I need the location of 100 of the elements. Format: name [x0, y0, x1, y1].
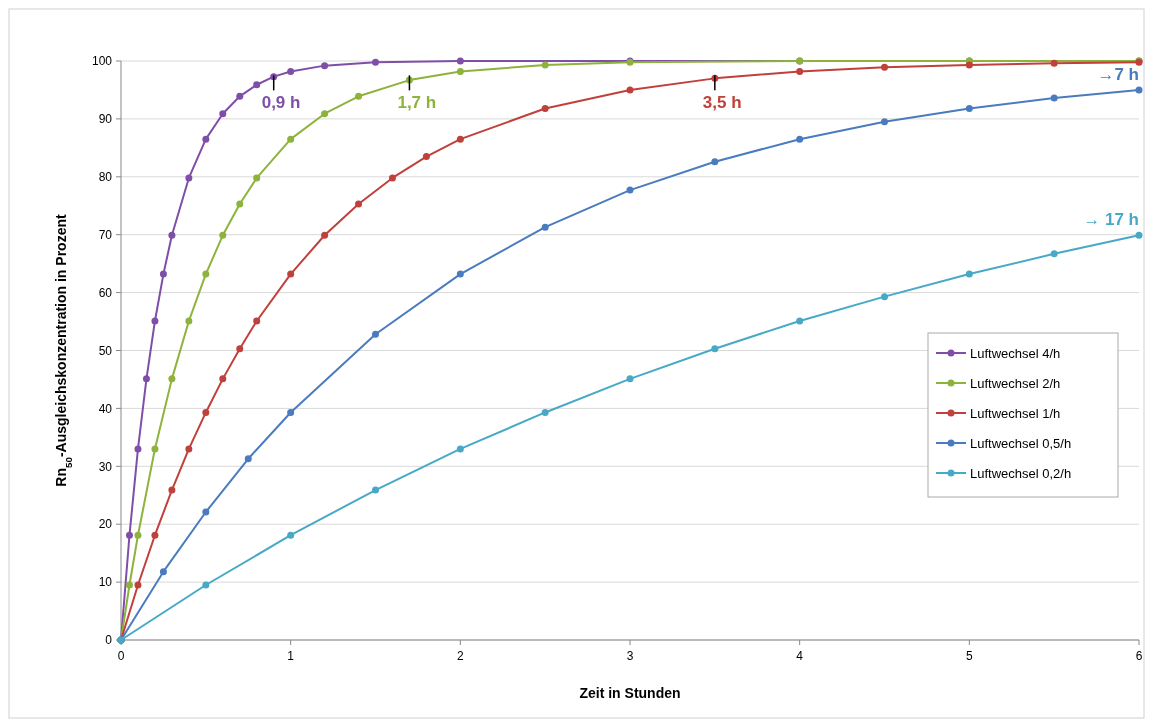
x-axis-title: Zeit in Stunden — [579, 685, 681, 701]
point — [965, 61, 973, 69]
point — [1135, 231, 1143, 239]
point — [236, 345, 244, 353]
point — [253, 174, 261, 182]
point — [219, 375, 227, 383]
point — [151, 445, 159, 453]
point — [541, 61, 549, 69]
point — [541, 104, 549, 112]
point — [168, 486, 176, 494]
point — [456, 445, 464, 453]
point — [168, 375, 176, 383]
y-tick-label: 50 — [98, 343, 113, 358]
point — [159, 568, 167, 576]
point — [456, 67, 464, 75]
y-tick-label: 90 — [98, 112, 113, 127]
x-tick-label: 2 — [456, 649, 464, 663]
point — [626, 86, 634, 94]
point — [253, 317, 261, 325]
x-tick-label: 3 — [626, 649, 634, 663]
point — [355, 92, 363, 100]
point — [202, 270, 210, 278]
point — [796, 317, 804, 325]
point — [202, 581, 210, 589]
point — [1050, 59, 1058, 67]
point — [881, 118, 888, 126]
y-tick-label: 0 — [105, 633, 113, 648]
point — [965, 270, 973, 278]
annotation: 3,5 h — [702, 93, 742, 113]
point — [711, 345, 719, 353]
point — [185, 174, 193, 182]
point — [219, 110, 227, 118]
point — [626, 186, 634, 194]
point — [881, 293, 888, 301]
point — [541, 223, 549, 231]
point — [965, 104, 973, 112]
point — [185, 317, 193, 325]
point — [456, 57, 464, 65]
point — [711, 158, 719, 166]
point — [796, 135, 804, 143]
y-tick-label: 30 — [98, 459, 113, 474]
point — [134, 581, 142, 589]
x-tick-label: 6 — [1135, 649, 1143, 663]
y-tick-label: 70 — [98, 227, 113, 242]
point — [541, 408, 549, 416]
x-tick-label: 1 — [287, 649, 295, 663]
y-tick-label: 10 — [98, 575, 113, 590]
point — [372, 486, 379, 494]
point — [287, 270, 295, 278]
point — [372, 58, 379, 66]
legend-label: Luftwechsel 2/h — [970, 375, 1061, 391]
x-tick-label: 5 — [965, 649, 973, 663]
point — [1050, 250, 1058, 258]
x-tick-label: 4 — [796, 649, 804, 663]
point — [134, 531, 142, 539]
point — [372, 330, 379, 338]
point — [219, 231, 227, 239]
point — [125, 531, 133, 539]
point — [202, 508, 210, 516]
point — [287, 531, 295, 539]
point — [151, 317, 159, 325]
point — [321, 110, 329, 118]
point — [244, 455, 252, 463]
point — [236, 200, 244, 208]
y-tick-label: 80 — [98, 170, 113, 184]
point — [456, 270, 464, 278]
y-tick-label: 60 — [98, 285, 113, 300]
point — [202, 135, 210, 143]
point — [159, 270, 167, 278]
point — [321, 62, 329, 70]
y-tick-label: 40 — [98, 401, 113, 416]
point — [287, 67, 295, 75]
legend-label: Luftwechsel 0,5/h — [970, 435, 1072, 451]
point — [287, 408, 295, 416]
point — [1135, 86, 1143, 94]
point — [185, 445, 193, 453]
legend-label: Luftwechsel 0,2/h — [970, 465, 1072, 481]
point — [422, 153, 430, 161]
annotation: 0,9 h — [261, 93, 301, 113]
point — [881, 63, 888, 71]
point — [142, 375, 150, 383]
point — [287, 135, 295, 143]
point — [355, 200, 363, 208]
legend-label: Luftwechsel 4/h — [970, 345, 1061, 361]
point — [236, 92, 244, 100]
point — [626, 375, 634, 383]
point — [796, 67, 804, 75]
annotation: →7 h — [1097, 64, 1139, 84]
point — [456, 135, 464, 143]
point — [388, 174, 396, 182]
y-tick-label: 100 — [91, 54, 113, 69]
point — [321, 231, 329, 239]
x-tick-label: 0 — [117, 649, 125, 663]
point — [253, 81, 261, 89]
point — [202, 408, 210, 416]
point — [151, 531, 159, 539]
annotation: → 17 h — [1083, 209, 1139, 229]
point — [1050, 94, 1058, 102]
point — [125, 581, 133, 589]
point — [168, 231, 176, 239]
